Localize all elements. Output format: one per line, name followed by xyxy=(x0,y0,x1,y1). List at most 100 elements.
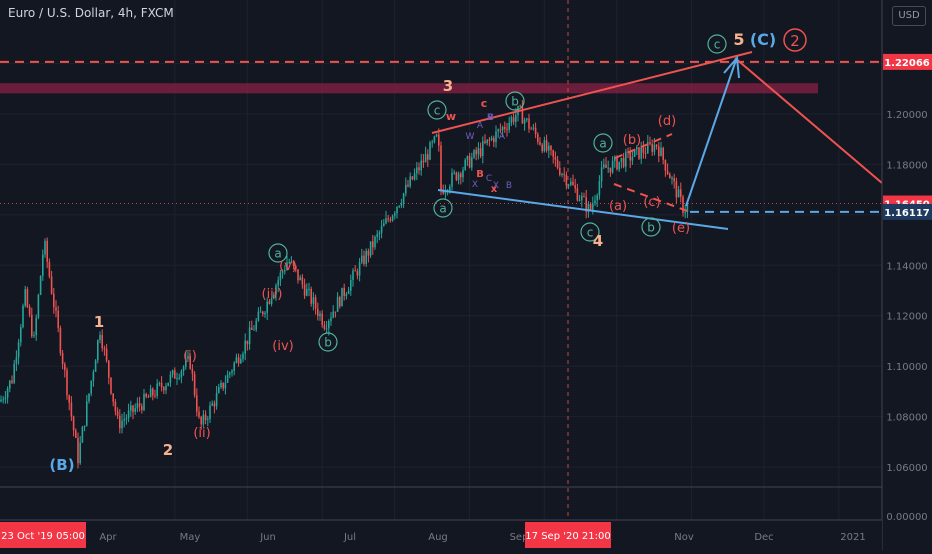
candle-body xyxy=(244,340,246,354)
resistance-zone xyxy=(0,83,818,94)
candle-body xyxy=(510,117,513,123)
candle-body xyxy=(176,378,178,380)
candle-body xyxy=(655,144,658,147)
time-tick-label: Sep xyxy=(510,532,529,543)
candle-body xyxy=(213,403,216,407)
candle-body xyxy=(347,290,350,294)
candle-body xyxy=(460,173,462,178)
candle-body xyxy=(409,176,411,187)
candle-body xyxy=(281,271,284,273)
wave-teal-circle: c xyxy=(714,38,721,52)
candle-body xyxy=(189,356,191,369)
candle-body xyxy=(39,275,42,295)
candle-body xyxy=(301,277,304,285)
candle-body xyxy=(165,385,167,391)
candle-body xyxy=(116,411,119,416)
candle-body xyxy=(444,190,447,194)
candle-body xyxy=(354,270,356,272)
candle-body xyxy=(682,196,684,213)
candle-body xyxy=(603,164,605,168)
time-cursor-label: 17 Sep '20 21:00 xyxy=(525,531,610,542)
candle-body xyxy=(178,377,180,379)
candle-body xyxy=(587,203,590,212)
candle-body xyxy=(662,147,664,160)
candle-body xyxy=(81,427,84,443)
candle-body xyxy=(26,289,29,307)
candle-body xyxy=(233,362,235,371)
candle-body xyxy=(61,353,64,365)
candle-body xyxy=(427,154,429,160)
candle-body xyxy=(479,148,482,157)
wave-red-paren-label: (v) xyxy=(279,259,297,274)
candle-body xyxy=(622,157,625,167)
candle-body xyxy=(609,167,612,173)
candle-body xyxy=(477,148,480,155)
candle-body xyxy=(215,392,218,407)
candle-body xyxy=(42,254,44,276)
candle-body xyxy=(334,311,337,313)
candle-body xyxy=(411,176,414,180)
candle-body xyxy=(561,174,563,176)
candle-body xyxy=(471,157,473,168)
candle-body xyxy=(620,157,623,162)
candle-body xyxy=(372,241,374,248)
candle-body xyxy=(277,280,279,286)
currency-button[interactable]: USD xyxy=(892,6,926,26)
wave-teal-circle-ring xyxy=(707,34,727,54)
candle-body xyxy=(33,335,35,337)
candle-body xyxy=(416,167,418,174)
candle-body xyxy=(55,307,57,311)
wave-red-paren-label: (ii) xyxy=(193,426,210,441)
candle-body xyxy=(394,213,396,216)
wave-teal-circle: c xyxy=(434,104,441,118)
wave-red-circle: 2 xyxy=(790,32,800,50)
candle-body xyxy=(462,169,464,178)
candle-body xyxy=(268,301,271,304)
candle-body xyxy=(312,297,315,304)
candle-body xyxy=(625,151,627,167)
candle-body xyxy=(257,311,260,321)
candle-body xyxy=(559,167,561,175)
wave-teal-circle: b xyxy=(324,336,332,350)
candle-body xyxy=(259,311,262,313)
candle-body xyxy=(464,159,466,170)
candle-body xyxy=(290,261,293,263)
candle-body xyxy=(180,370,183,378)
lower-trendline xyxy=(437,189,729,230)
candle-body xyxy=(246,340,249,345)
candle-body xyxy=(407,184,409,187)
candle-body xyxy=(649,142,651,144)
candle-body xyxy=(226,374,229,383)
candle-body xyxy=(574,185,576,189)
candle-body xyxy=(534,127,537,135)
candle-body xyxy=(299,277,301,281)
wave-teal-circle-ring xyxy=(641,217,661,237)
wave-teal-circle: b xyxy=(511,95,519,109)
candle-body xyxy=(365,250,367,264)
candle-body xyxy=(48,261,51,277)
candle-body xyxy=(501,126,504,131)
candle-body xyxy=(385,218,387,224)
candle-body xyxy=(523,119,526,124)
candle-body xyxy=(59,328,62,354)
wave-purple-letter: A xyxy=(477,121,484,131)
candle-body xyxy=(198,411,200,417)
candle-body xyxy=(638,147,640,159)
candle-body xyxy=(143,393,145,411)
candle-body xyxy=(174,370,176,379)
price-tick-label: 1.06000 xyxy=(886,463,927,474)
candle-body xyxy=(473,150,475,158)
candle-body xyxy=(66,370,68,396)
candle-body xyxy=(220,382,222,388)
candle-body xyxy=(550,145,552,151)
candle-body xyxy=(686,204,689,213)
candle-body xyxy=(167,382,169,386)
candle-body xyxy=(594,200,596,204)
price-tick-label: 1.18000 xyxy=(886,160,927,171)
candle-body xyxy=(156,383,158,396)
candle-body xyxy=(237,357,240,364)
candle-body xyxy=(633,149,636,157)
